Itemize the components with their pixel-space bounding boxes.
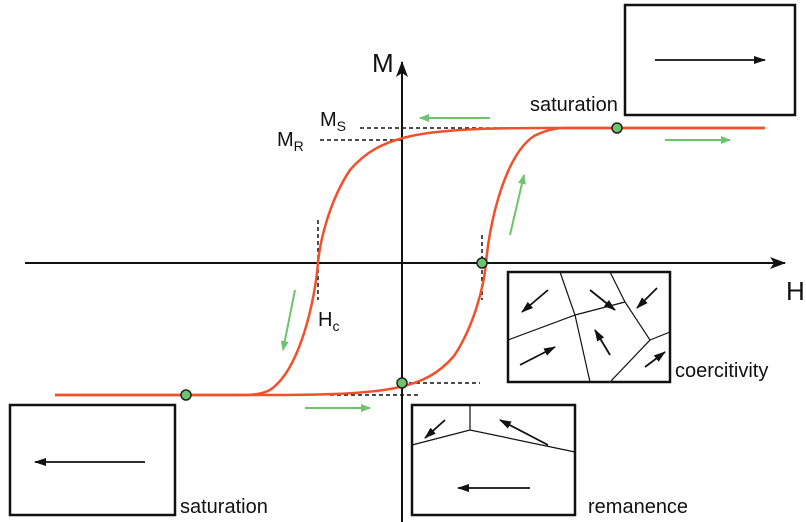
state-label: coercitivity xyxy=(675,360,768,382)
hysteresis-diagram: M H MS MR Hc saturation coercitivity sat… xyxy=(0,0,806,522)
state-label: saturation xyxy=(530,94,618,116)
x-axis-label: H xyxy=(786,276,805,306)
state-label: saturation xyxy=(180,496,268,518)
ms-label: MS xyxy=(320,109,346,134)
y-axis-label: M xyxy=(372,48,394,78)
mr-label: MR xyxy=(277,129,304,154)
state-label: remanence xyxy=(588,496,688,518)
hc-label: Hc xyxy=(318,309,339,334)
